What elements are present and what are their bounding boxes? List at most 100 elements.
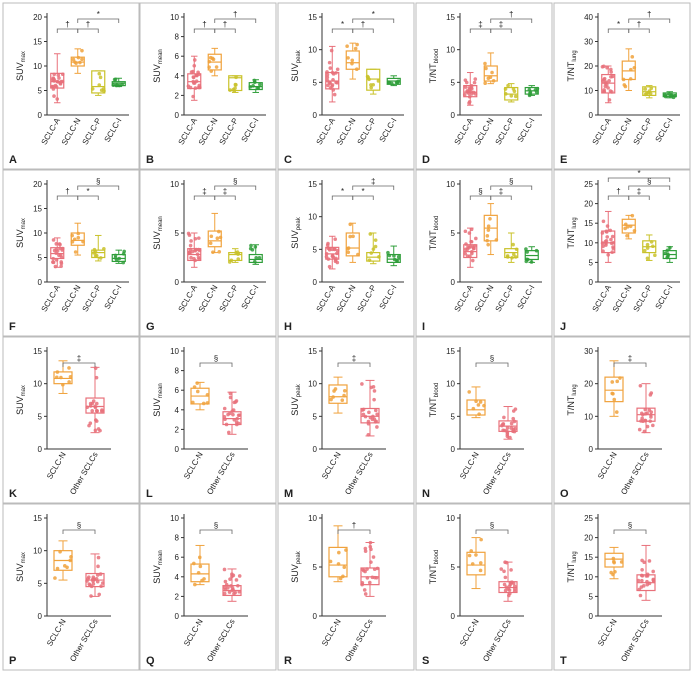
- significance-bracket: §: [199, 354, 233, 367]
- data-point: [367, 580, 372, 585]
- data-point: [100, 408, 104, 412]
- data-point: [645, 582, 650, 587]
- data-point: [671, 95, 676, 100]
- data-point: [328, 66, 333, 70]
- box-SCLC-N: [483, 203, 499, 256]
- panel-letter: C: [284, 154, 292, 166]
- data-point: [101, 581, 105, 585]
- data-point: [68, 558, 73, 563]
- data-point: [189, 255, 193, 260]
- significance-bracket: §: [475, 354, 509, 367]
- data-point: [473, 77, 478, 81]
- significance-bracket: ‡: [628, 187, 650, 200]
- data-point: [222, 567, 227, 572]
- data-point: [59, 79, 64, 84]
- data-point: [363, 549, 368, 553]
- y-tick-label: 10: [170, 180, 179, 189]
- bracket-line: [62, 529, 96, 534]
- box-SCLC-P: [642, 85, 657, 99]
- y-tick-label: 20: [33, 13, 42, 22]
- data-point: [365, 567, 369, 571]
- y-axis-label: T/NTlung: [566, 50, 578, 81]
- bracket-line: [613, 529, 647, 534]
- bracket-line: [352, 195, 374, 200]
- data-point: [248, 246, 253, 251]
- data-point: [642, 248, 647, 253]
- y-tick-label: 0: [451, 445, 456, 454]
- box-Other SCLCs: [636, 544, 656, 601]
- y-axis-label-sub: mean: [158, 550, 164, 565]
- y-tick-label: 0: [451, 278, 456, 287]
- data-point: [94, 419, 99, 423]
- data-point: [463, 85, 468, 89]
- data-point: [191, 400, 195, 405]
- box-SCLC-P: [90, 70, 106, 96]
- data-point: [499, 567, 504, 571]
- y-axis-label-main: SUV: [15, 229, 25, 248]
- data-point: [51, 256, 56, 261]
- data-point: [59, 264, 63, 269]
- data-point: [54, 85, 59, 89]
- significance-label: §: [214, 354, 218, 363]
- data-point: [511, 429, 515, 434]
- box-SCLC-P: [365, 68, 381, 95]
- data-point: [528, 91, 532, 96]
- significance-label: †: [616, 187, 620, 196]
- data-point: [257, 256, 262, 260]
- data-point: [605, 65, 609, 70]
- data-point: [214, 65, 219, 69]
- significance-label: ‡: [352, 354, 356, 363]
- significance-bracket: §: [199, 521, 233, 534]
- data-point: [508, 435, 512, 440]
- data-point: [211, 57, 216, 62]
- data-point: [362, 588, 367, 592]
- data-point: [511, 242, 515, 247]
- significance-label: ‡: [637, 187, 641, 196]
- data-point: [639, 411, 644, 416]
- panel-letter: I: [422, 321, 425, 333]
- data-point: [372, 567, 377, 572]
- y-tick-label: 30: [584, 347, 593, 356]
- y-tick-label: 5: [589, 258, 594, 267]
- y-tick-label: 10: [33, 62, 42, 71]
- data-point: [482, 403, 486, 408]
- panel-frame: [2, 169, 140, 337]
- data-point: [331, 77, 335, 82]
- data-point: [342, 393, 346, 398]
- data-point: [373, 238, 378, 242]
- data-point: [640, 558, 644, 563]
- data-point: [90, 577, 95, 582]
- data-point: [640, 573, 645, 578]
- y-tick-label: 0: [451, 612, 456, 621]
- data-point: [478, 561, 483, 565]
- data-point: [600, 231, 605, 235]
- data-point: [505, 254, 510, 258]
- bracket-line: [77, 185, 120, 190]
- data-point: [95, 573, 100, 577]
- y-axis-label-main: SUV: [152, 231, 162, 250]
- data-point: [254, 256, 258, 260]
- data-point: [464, 242, 468, 246]
- data-point: [330, 70, 335, 75]
- box-SCLC-N: [621, 213, 637, 240]
- data-point: [353, 46, 358, 51]
- data-point: [477, 412, 481, 416]
- data-point: [53, 576, 57, 580]
- y-axis-label-sub: mean: [158, 216, 164, 231]
- y-tick-label: 10: [446, 514, 455, 523]
- data-point: [486, 224, 491, 228]
- data-point: [99, 88, 104, 92]
- data-point: [228, 391, 233, 396]
- y-tick-label: 10: [446, 46, 455, 55]
- data-point: [479, 537, 483, 542]
- box-iqr: [601, 73, 616, 94]
- data-point: [608, 89, 613, 93]
- box-Other SCLCs: [498, 406, 518, 440]
- data-point: [234, 399, 239, 403]
- data-point: [200, 578, 204, 583]
- data-point: [370, 417, 375, 422]
- data-point: [229, 584, 233, 588]
